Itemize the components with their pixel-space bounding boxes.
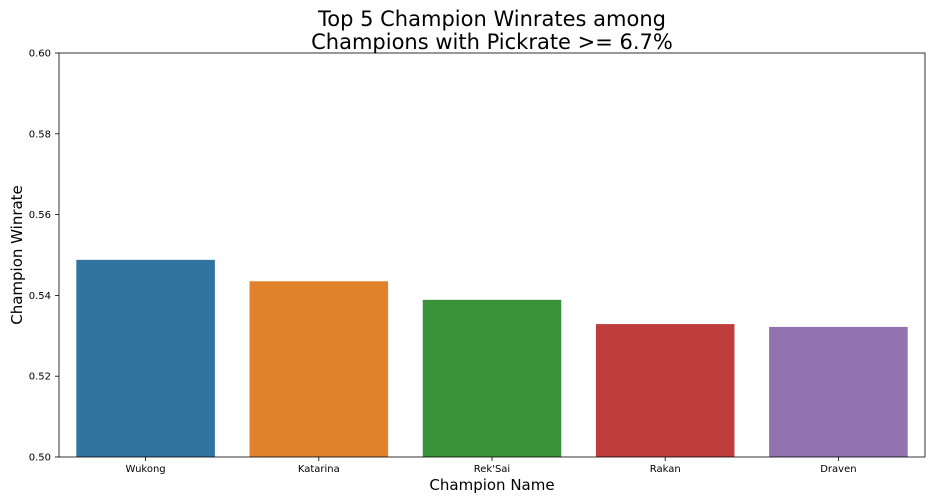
y-tick-label: 0.50 — [29, 453, 51, 464]
x-axis-ticks: Wukong Katarina Rek'Sai Rakan Draven — [126, 457, 857, 475]
y-tick-label: 0.54 — [29, 291, 51, 302]
y-tick-label: 0.52 — [29, 372, 51, 383]
bar-rek-sai — [422, 299, 562, 457]
plot-frame — [58, 52, 926, 458]
chart-title-line-1: Top 5 Champion Winrates among — [317, 7, 666, 31]
x-tick-label: Katarina — [298, 464, 340, 475]
chart-title-line-2: Champions with Pickrate >= 6.7% — [311, 30, 673, 54]
bars-layer — [76, 259, 908, 457]
y-tick-label: 0.58 — [29, 129, 51, 140]
y-axis-label: Champion Winrate — [8, 185, 26, 325]
x-tick-label: Rakan — [650, 464, 681, 475]
x-tick-label: Wukong — [126, 464, 166, 475]
bar-wukong — [76, 259, 215, 457]
y-tick-label: 0.60 — [29, 49, 51, 60]
y-tick-label: 0.56 — [29, 210, 51, 221]
bar-draven — [769, 326, 908, 457]
x-tick-label: Rek'Sai — [474, 464, 510, 475]
y-axis-ticks: 0.50 0.52 0.54 0.56 0.58 0.60 — [29, 49, 59, 464]
x-axis-label: Champion Name — [429, 476, 554, 494]
bar-rakan — [595, 324, 735, 457]
x-tick-label: Draven — [820, 464, 856, 475]
bar-katarina — [249, 281, 389, 457]
